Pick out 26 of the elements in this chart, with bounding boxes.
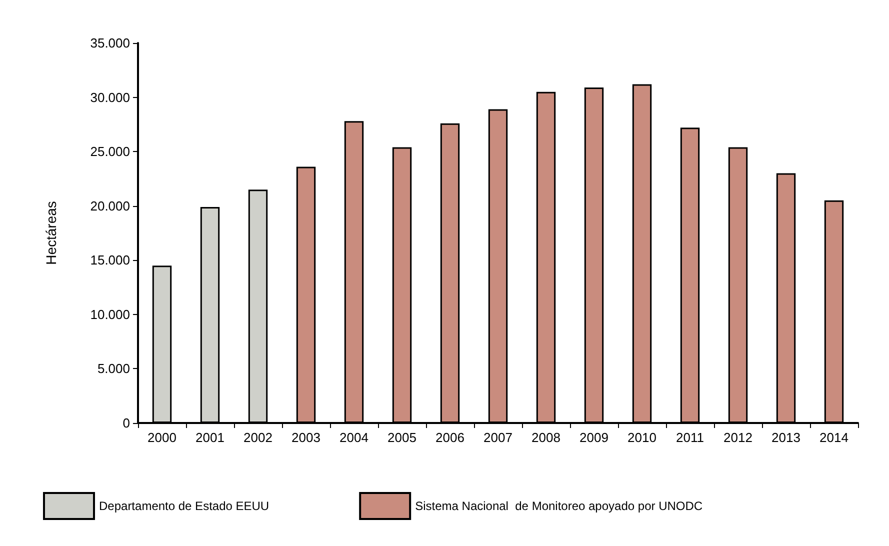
- y-tick-label: 15.000: [90, 252, 130, 268]
- legend-label: Sistema Nacional de Monitoreo apoyado por UNODC: [415, 499, 703, 513]
- x-tick-label: 2002: [244, 430, 272, 445]
- x-tick-label: 2001: [196, 430, 224, 445]
- y-tick-label: 0: [122, 416, 130, 430]
- y-axis-title: Hectáreas: [43, 201, 59, 265]
- y-tick-label: 30.000: [90, 90, 130, 105]
- x-tick-label: 2003: [292, 430, 320, 445]
- y-tick-label: 20.000: [90, 198, 130, 214]
- x-tick-label: 2005: [388, 430, 416, 445]
- x-tick-label: 2010: [628, 430, 656, 445]
- y-tick-label: 35.000: [90, 36, 130, 50]
- y-tick-label: 10.000: [90, 306, 130, 322]
- x-tick-label: 2000: [148, 430, 176, 445]
- x-tick-label: 2008: [532, 430, 560, 445]
- x-tick-label: 2006: [436, 430, 464, 445]
- x-tick-label: 2012: [724, 430, 752, 445]
- x-tick-label: 2014: [820, 430, 848, 445]
- y-tick-label: 25.000: [90, 144, 130, 160]
- y-tick-label: 5.000: [97, 361, 130, 376]
- x-tick-label: 2013: [772, 430, 800, 445]
- x-tick-label: 2007: [484, 430, 512, 445]
- legend-label: Departamento de Estado EEUU: [99, 499, 270, 513]
- x-tick-label: 2011: [676, 430, 704, 445]
- x-tick-label: 2004: [340, 430, 368, 445]
- x-tick-label: 2009: [580, 430, 608, 445]
